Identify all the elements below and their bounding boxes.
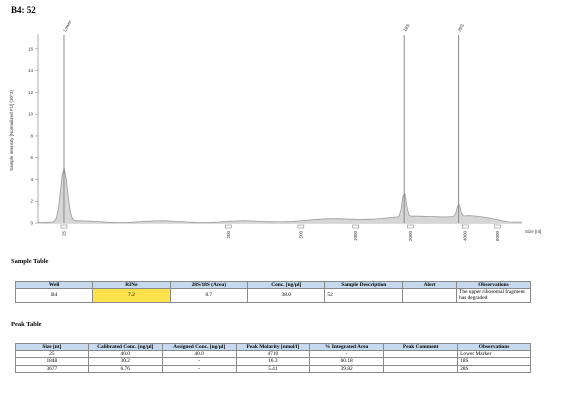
- x-tick: [352, 224, 359, 229]
- sample-title: B4: 52: [11, 5, 36, 15]
- cell-peak-observations: 28S: [457, 364, 531, 373]
- x-tick-label: 25: [61, 231, 66, 237]
- cell-calibrated-conc: 6.76: [87, 364, 163, 373]
- cell-size: 25: [15, 350, 89, 359]
- x-tick-label: 1000: [353, 231, 358, 242]
- y-tick-label: 14: [28, 68, 34, 73]
- cell-peak-molarity: 5.41: [235, 364, 311, 373]
- col-calibrated-conc: Calibrated Conc. [ng/µl]: [87, 342, 163, 352]
- y-tick-label: 16: [28, 46, 34, 51]
- col-description: Sample Description: [324, 280, 404, 290]
- x-tick-label: 4000: [463, 231, 468, 242]
- cell-conc: 38.0: [247, 288, 326, 303]
- trace-area: [38, 168, 522, 223]
- x-tick-label: 2000: [408, 231, 413, 242]
- col-peak-comment: Peak Comment: [383, 342, 459, 352]
- col-peak-molarity: Peak Molarity [nmol/l]: [235, 342, 311, 352]
- peak-table-header-row: Size [nt] Calibrated Conc. [ng/µl] Assig…: [15, 342, 531, 352]
- cell-rine: 7.2: [92, 288, 171, 303]
- cell-calibrated-conc: 40.0: [87, 350, 163, 359]
- cell-ratio: 0.7: [169, 288, 249, 303]
- peak-table-heading: Peak Table: [11, 321, 42, 328]
- cell-peak-observations: 18S: [457, 357, 531, 366]
- y-tick-label: 4: [30, 177, 33, 182]
- y-tick-label: 8: [30, 133, 33, 138]
- sample-table-header-row: Well RINe 28S/18S (Area) Conc. [ng/µl] S…: [14, 280, 531, 290]
- cell-peak-molarity: 4710: [235, 350, 311, 359]
- y-tick-label: 2: [30, 199, 33, 204]
- x-tick: [407, 224, 414, 229]
- x-tick-label: 6000: [495, 231, 500, 242]
- col-conc: Conc. [ng/µl]: [247, 280, 326, 290]
- col-well: Well: [14, 280, 94, 290]
- col-peak-observations: Observations: [457, 342, 531, 352]
- y-tick-label: 12: [28, 90, 34, 95]
- y-axis-label: Sample Intensity [Normalized FU] (10^3): [9, 90, 14, 171]
- cell-size: 1848: [15, 357, 89, 366]
- cell-observations: The upper ribosomal fragment has degrade…: [456, 288, 531, 303]
- table-row: 25 40.0 40.0 4710 - Lower Marker: [15, 350, 531, 359]
- y-tick-label: 10: [28, 112, 34, 117]
- cell-integrated-area: 39.82: [309, 364, 385, 373]
- sample-table: Well RINe 28S/18S (Area) Conc. [ng/µl] S…: [14, 280, 531, 303]
- cell-integrated-area: 60.18: [309, 357, 385, 366]
- x-tick: [297, 224, 305, 229]
- x-tick-label: 200: [226, 231, 231, 239]
- cell-size: 3677: [15, 364, 89, 373]
- y-tick-label: 6: [30, 155, 33, 160]
- table-row: 1848 30.2 - 16.3 60.18 18S: [15, 357, 531, 366]
- electropherogram-chart: 0 2 4 6 8 10 12 14 16 Sample Intensity [Normalize…: [9, 19, 541, 242]
- cell-calibrated-conc: 30.2: [87, 357, 163, 366]
- table-row: B4 7.2 0.7 38.0 52 The upper ribosomal f…: [14, 288, 531, 303]
- cell-well: B4: [14, 288, 94, 303]
- col-alert: Alert: [402, 280, 458, 290]
- sample-table-heading: Sample Table: [11, 258, 49, 265]
- col-assigned-conc: Assigned Conc. [ng/µl]: [161, 342, 237, 352]
- cell-assigned-conc: -: [161, 364, 237, 373]
- x-tick: [60, 224, 68, 229]
- cell-peak-comment: [383, 350, 459, 359]
- cell-alert: [402, 288, 458, 303]
- cell-peak-molarity: 16.3: [235, 357, 311, 366]
- trace-line: [37, 167, 522, 223]
- cell-peak-comment: [383, 357, 459, 366]
- col-size: Size [nt]: [15, 342, 89, 352]
- cell-peak-observations: Lower Marker: [457, 350, 531, 359]
- x-tick: [461, 224, 469, 229]
- peak-label: 18S: [402, 23, 410, 32]
- col-integrated-area: % Integrated Area: [309, 342, 385, 352]
- cell-integrated-area: -: [309, 350, 385, 359]
- peak-label: 28S: [457, 23, 465, 32]
- peak-table: Size [nt] Calibrated Conc. [ng/µl] Assig…: [15, 342, 531, 373]
- x-tick: [494, 224, 501, 229]
- y-tick-label: 0: [30, 221, 33, 226]
- cell-peak-comment: [383, 364, 459, 373]
- x-tick: [225, 224, 232, 229]
- peak-label: Lower: [62, 19, 73, 33]
- x-tick-label: 500: [298, 231, 303, 239]
- cell-assigned-conc: -: [161, 357, 237, 366]
- cell-assigned-conc: 40.0: [161, 350, 237, 359]
- table-row: 3677 6.76 - 5.41 39.82 28S: [15, 364, 531, 373]
- col-observations: Observations: [456, 280, 531, 290]
- col-ratio: 28S/18S (Area): [169, 280, 249, 290]
- x-axis-label: Size [nt]: [525, 229, 541, 234]
- col-rine: RINe: [92, 280, 171, 290]
- cell-description: 52: [324, 288, 404, 303]
